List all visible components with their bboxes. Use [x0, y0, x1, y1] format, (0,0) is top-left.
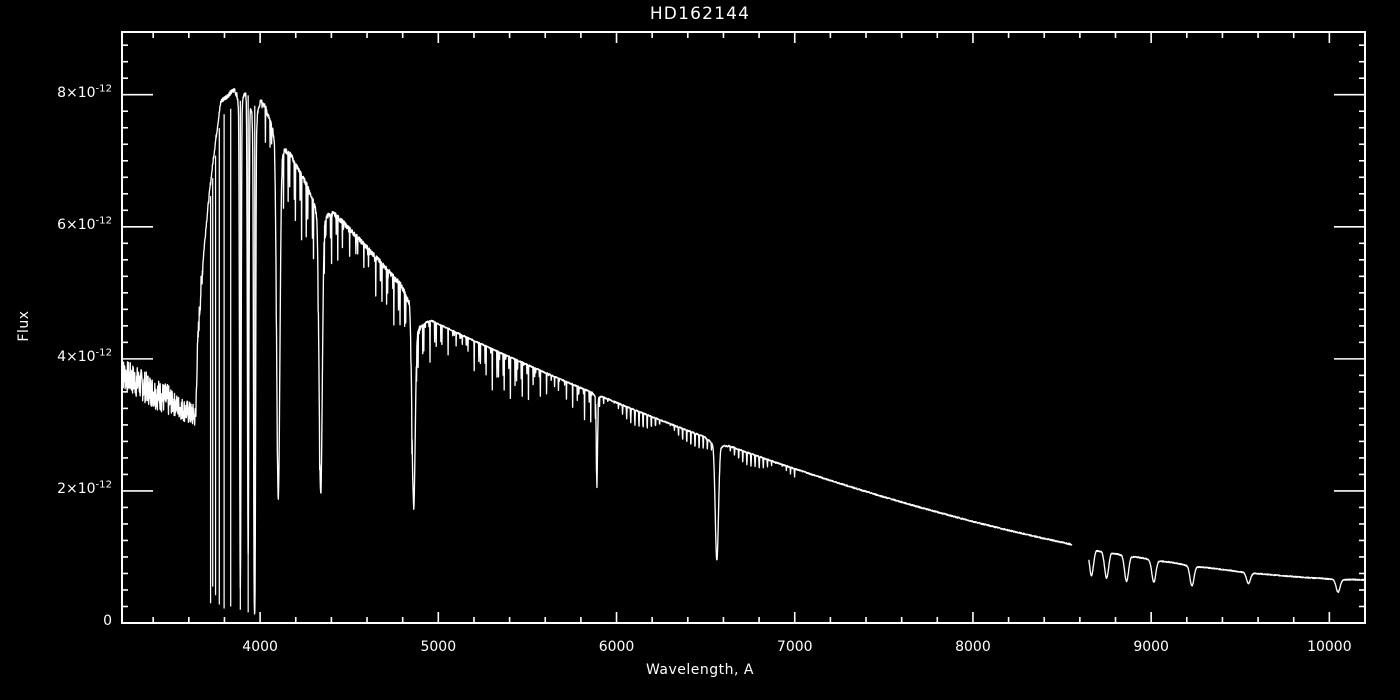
- axis-ticks: [122, 32, 1365, 624]
- y-tick-label: 6×10-12: [57, 215, 112, 233]
- y-tick-label: 4×10-12: [57, 347, 112, 365]
- y-tick-label: 2×10-12: [57, 479, 112, 497]
- y-tick-label: 0: [103, 613, 112, 629]
- y-tick-label: 8×10-12: [57, 83, 112, 101]
- x-tick-label: 9000: [1133, 639, 1169, 655]
- x-tick-label: 6000: [598, 639, 635, 655]
- x-tick-label: 7000: [776, 639, 813, 655]
- x-tick-label: 4000: [242, 639, 278, 655]
- x-tick-label: 8000: [955, 639, 991, 655]
- spectrum-trace: [121, 88, 1366, 615]
- x-axis-label: Wavelength, A: [645, 662, 755, 678]
- plot-title: HD162144: [649, 4, 751, 24]
- x-tick-label: 10000: [1307, 639, 1352, 655]
- x-tick-label: 5000: [420, 639, 457, 655]
- axes-frame: [121, 31, 1366, 624]
